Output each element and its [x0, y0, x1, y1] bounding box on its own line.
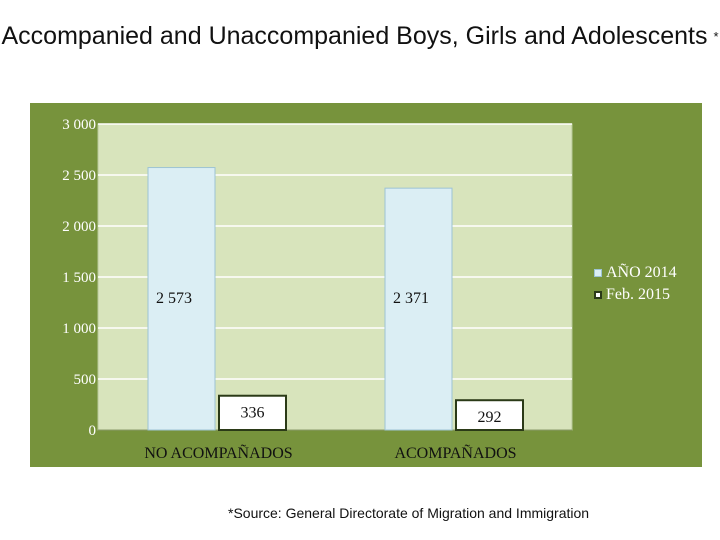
y-tick-label: 1 000 — [62, 321, 96, 337]
legend-label-ano-2014: AÑO 2014 — [606, 264, 677, 281]
y-tick-label: 2 500 — [62, 168, 96, 184]
source-note: *Source: General Directorate of Migratio… — [228, 505, 590, 521]
legend-swatch-feb-2015 — [594, 291, 602, 299]
bar-feb-2015 — [455, 399, 524, 432]
y-tick-label: 1 500 — [62, 270, 96, 286]
bar-feb-2015 — [218, 394, 287, 431]
data-label-feb-2015: 336 — [241, 405, 265, 422]
y-tick-label: 500 — [74, 372, 97, 388]
y-tick-label: 3 000 — [62, 117, 96, 133]
legend-label-feb-2015: Feb. 2015 — [606, 286, 670, 303]
title-footnote-marker: * — [713, 29, 719, 44]
data-label-ano-2014: 2 573 — [156, 290, 192, 307]
x-category-label: NO ACOMPAÑADOS — [144, 444, 292, 462]
legend-item-feb-2015: Feb. 2015 — [594, 284, 677, 306]
legend: AÑO 2014 Feb. 2015 — [594, 262, 677, 306]
data-label-feb-2015: 292 — [478, 409, 502, 426]
bar-ano-2014 — [384, 187, 453, 431]
chart-title-text: Accompanied and Unaccompanied Boys, Girl… — [1, 22, 708, 50]
legend-item-ano-2014: AÑO 2014 — [594, 262, 677, 284]
legend-swatch-ano-2014 — [594, 269, 602, 277]
data-label-ano-2014: 2 371 — [393, 290, 429, 307]
chart-title: Accompanied and Unaccompanied Boys, Girl… — [0, 18, 720, 55]
y-tick-label: 2 000 — [62, 219, 96, 235]
bar-ano-2014 — [147, 167, 216, 431]
x-category-label: ACOMPAÑADOS — [394, 444, 516, 462]
y-tick-label: 0 — [89, 423, 97, 439]
